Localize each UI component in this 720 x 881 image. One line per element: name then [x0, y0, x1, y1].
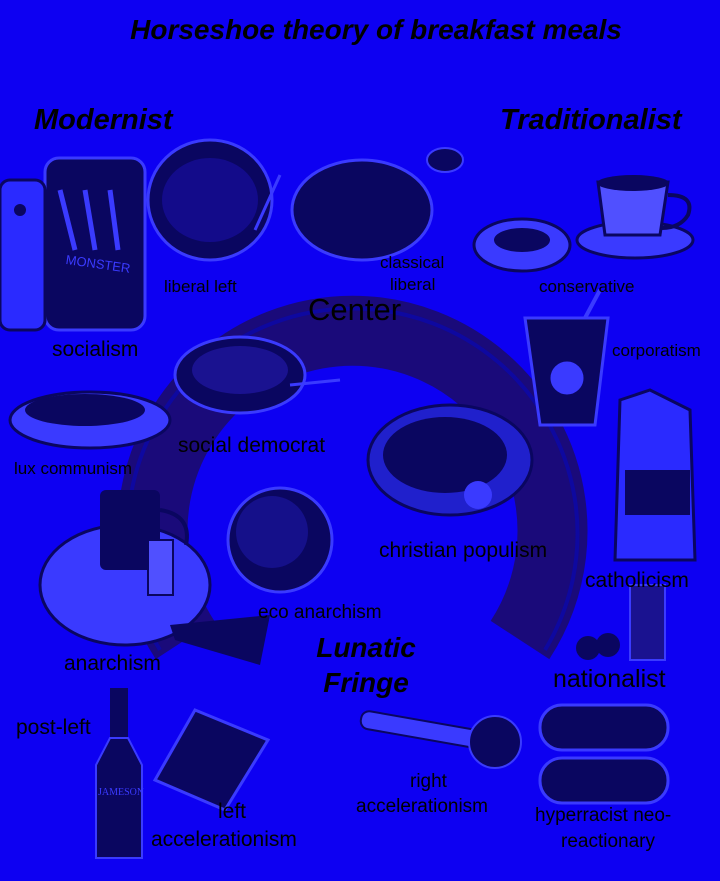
label-classical-liberal-line1: classical: [380, 253, 445, 272]
label-post-left: post-left: [16, 716, 91, 739]
energy-drink-can-icon: [43, 156, 147, 332]
ashtray-icon: [472, 217, 572, 273]
full-breakfast-icon: [290, 147, 464, 262]
pastry-plate-icon: [8, 390, 172, 450]
label-conservative: conservative: [539, 277, 635, 296]
bottle-brand-text: JAMESON: [98, 787, 144, 798]
label-corporatism: corporatism: [612, 341, 701, 360]
label-catholicism: catholicism: [585, 569, 689, 592]
fringe-line-2: Fringe: [323, 667, 409, 698]
spray-bottle-icon: [0, 178, 47, 332]
label-nationalist: nationalist: [553, 665, 666, 693]
plastic-bag-icon: [152, 708, 271, 812]
label-classical-liberal-line2: liberal: [390, 275, 436, 294]
cereal-bowl-icon: [173, 335, 341, 415]
label-hyperracist-line1: hyperracist neo-: [535, 805, 672, 826]
label-christian-populism: christian populism: [379, 539, 548, 562]
label-anarchism: anarchism: [64, 652, 161, 675]
label-left-accelerationism-line2: accelerationism: [151, 828, 297, 851]
whiskey-bottle-icon: [95, 688, 143, 859]
diagram-title: Horseshoe theory of breakfast meals: [130, 14, 622, 45]
label-socialism: socialism: [52, 338, 139, 361]
capsule-pills-icon: [538, 703, 670, 805]
glass-and-pills-icon: [576, 584, 666, 661]
label-hyperracist-line2: reactionary: [561, 831, 655, 852]
fry-up-plate-icon: [366, 403, 534, 517]
axis-label-modernist: Modernist: [34, 104, 173, 136]
tea-cup-icon: [575, 175, 695, 260]
iced-coffee-icon: [523, 289, 610, 427]
axis-label-center: Center: [308, 292, 402, 327]
milk-jug-icon: [613, 388, 697, 562]
label-right-accelerationism-line1: right: [410, 771, 447, 792]
label-lux-communism: lux communism: [14, 459, 133, 478]
smoothie-bowl-icon: [226, 486, 334, 594]
pipe-icon: [359, 710, 522, 769]
mug-and-plate-icon: [38, 490, 270, 665]
label-left-accelerationism-line1: left: [218, 800, 247, 823]
fringe-line-1: Lunatic: [316, 632, 416, 663]
axis-label-lunatic-fringe: Lunatic Fringe: [296, 630, 436, 700]
label-eco-anarchism: eco anarchism: [258, 602, 382, 623]
label-liberal-left: liberal left: [164, 277, 237, 296]
label-right-accelerationism-line2: accelerationism: [356, 796, 488, 817]
label-social-democrat: social democrat: [178, 434, 326, 457]
waffle-plate-icon: [146, 138, 282, 262]
axis-label-traditionalist: Traditionalist: [500, 104, 682, 136]
